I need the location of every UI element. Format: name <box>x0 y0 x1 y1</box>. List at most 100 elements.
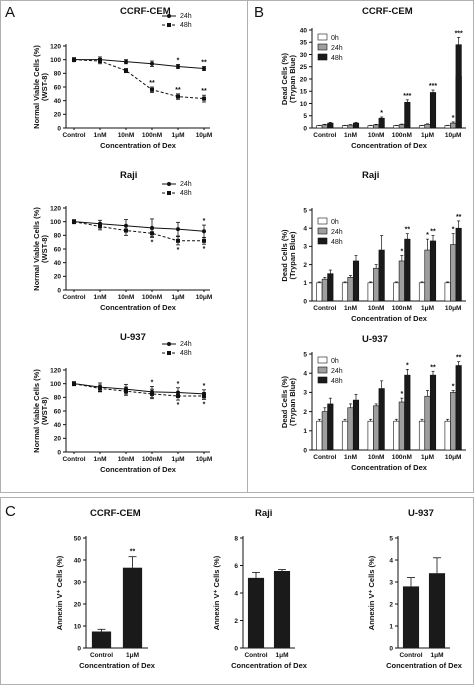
series-line-24h <box>73 221 205 232</box>
x-tick-label: 1μM <box>430 652 443 659</box>
significance-label: * <box>177 402 180 409</box>
significance-label-24h: * <box>452 227 455 234</box>
bar-48h <box>352 122 360 129</box>
bar <box>273 571 291 648</box>
bar <box>428 573 446 648</box>
bar-24h <box>424 124 431 129</box>
x-tick-label: 1μM <box>171 294 184 301</box>
x-tick-label: 1μM <box>421 132 434 139</box>
y-tick-label: 40 <box>74 557 82 564</box>
legend-label: 48h <box>331 55 343 62</box>
y-tick-label: 60 <box>54 84 62 91</box>
data-point <box>124 389 128 394</box>
chart-title: Raji <box>255 508 272 519</box>
y-tick-label: 5 <box>389 535 393 542</box>
significance-label: ** <box>430 364 436 371</box>
y-axis-label-secondary: (WST-8) <box>40 397 49 425</box>
significance-label: ** <box>130 549 136 556</box>
legend-swatch-48h <box>317 376 328 384</box>
bar-48h <box>378 249 385 302</box>
y-tick-label: 1 <box>303 428 307 435</box>
y-tick-label: 80 <box>54 395 62 402</box>
bar <box>247 577 265 648</box>
y-tick-label: 4 <box>303 371 307 378</box>
significance-label: * <box>203 246 206 253</box>
data-point <box>202 393 206 398</box>
y-tick-label: 5 <box>303 113 307 120</box>
series-line-48h <box>73 221 204 242</box>
y-axis-label: Dead Cells (%) <box>280 52 289 105</box>
y-axis-label: Normal Viable Cells (%) <box>32 369 41 453</box>
x-axis-label: Concentration of Dex <box>351 463 428 472</box>
legend-label: 24h <box>180 181 192 188</box>
y-tick-label: 0 <box>57 449 61 456</box>
bar <box>402 586 420 648</box>
y-tick-label: 10 <box>300 101 308 108</box>
legend-label: 24h <box>180 341 192 348</box>
bar-48h <box>404 101 411 129</box>
significance-label-24h: * <box>400 249 403 256</box>
y-tick-label: 0 <box>57 125 61 132</box>
y-tick-label: 1 <box>389 623 393 630</box>
significance-label: ** <box>201 60 207 67</box>
x-tick-label: Control <box>62 132 85 139</box>
bar-0h <box>393 282 400 302</box>
y-tick-label: 0 <box>57 287 61 294</box>
bar <box>122 567 143 648</box>
x-tick-label: Control <box>313 305 336 312</box>
bar-0h <box>316 420 323 451</box>
x-tick-label: 100nM <box>142 456 162 463</box>
legend-label: 0h <box>331 358 339 365</box>
chart-title: U-937 <box>362 334 388 345</box>
y-tick-label: 5 <box>303 207 307 214</box>
legend-marker <box>167 191 171 195</box>
bar-0h <box>341 282 349 302</box>
x-tick-label: Control <box>90 652 113 659</box>
bar-48h <box>327 403 334 451</box>
legend-marker <box>167 23 171 27</box>
y-axis-label-secondary: (WST-8) <box>40 235 49 263</box>
bar <box>91 631 112 648</box>
x-tick-label: 100nM <box>392 132 412 139</box>
y-tick-label: 10 <box>74 623 82 630</box>
x-tick-label: 1μM <box>171 456 184 463</box>
y-tick-label: 35 <box>300 40 308 47</box>
chart-title: U-937 <box>408 508 434 519</box>
data-point <box>176 64 180 69</box>
legend-marker <box>167 351 171 355</box>
x-tick-label: 10μM <box>445 305 462 312</box>
y-axis-label: Dead Cells (%) <box>280 375 289 428</box>
x-tick-label: 10μM <box>445 132 462 139</box>
data-point <box>202 96 206 101</box>
bar-0h <box>418 125 426 129</box>
x-tick-label: 1nM <box>94 456 107 463</box>
y-tick-label: 6 <box>234 563 238 570</box>
legend-swatch-0h <box>317 217 328 225</box>
data-point <box>176 238 180 243</box>
x-axis-label: Concentration of Dex <box>79 661 156 670</box>
legend-swatch-24h <box>317 43 328 51</box>
significance-label-24h: * <box>452 115 455 122</box>
bar-0h <box>367 282 374 302</box>
y-tick-label: 0 <box>303 447 307 454</box>
y-tick-label: 2 <box>389 601 393 608</box>
significance-label: ** <box>430 228 436 235</box>
y-tick-label: 20 <box>54 436 62 443</box>
data-point <box>176 227 180 232</box>
x-tick-label: 100nM <box>392 305 412 312</box>
x-tick-label: 10nM <box>368 132 385 139</box>
bar-24h <box>373 405 380 451</box>
legend-label: 24h <box>180 13 192 20</box>
x-tick-label: 1nM <box>344 305 357 312</box>
panel-letter-b: B <box>254 4 264 21</box>
data-point <box>98 59 102 64</box>
x-tick-label: Control <box>62 456 85 463</box>
x-axis-label: Concentration of Dex <box>100 303 177 312</box>
x-tick-label: 10μM <box>445 454 462 461</box>
y-axis-label: Annexin V⁺ Cells (%) <box>367 555 376 630</box>
chart-title: CCRF-CEM <box>120 6 171 17</box>
legend-label: 48h <box>331 378 343 385</box>
y-tick-label: 120 <box>50 367 61 374</box>
